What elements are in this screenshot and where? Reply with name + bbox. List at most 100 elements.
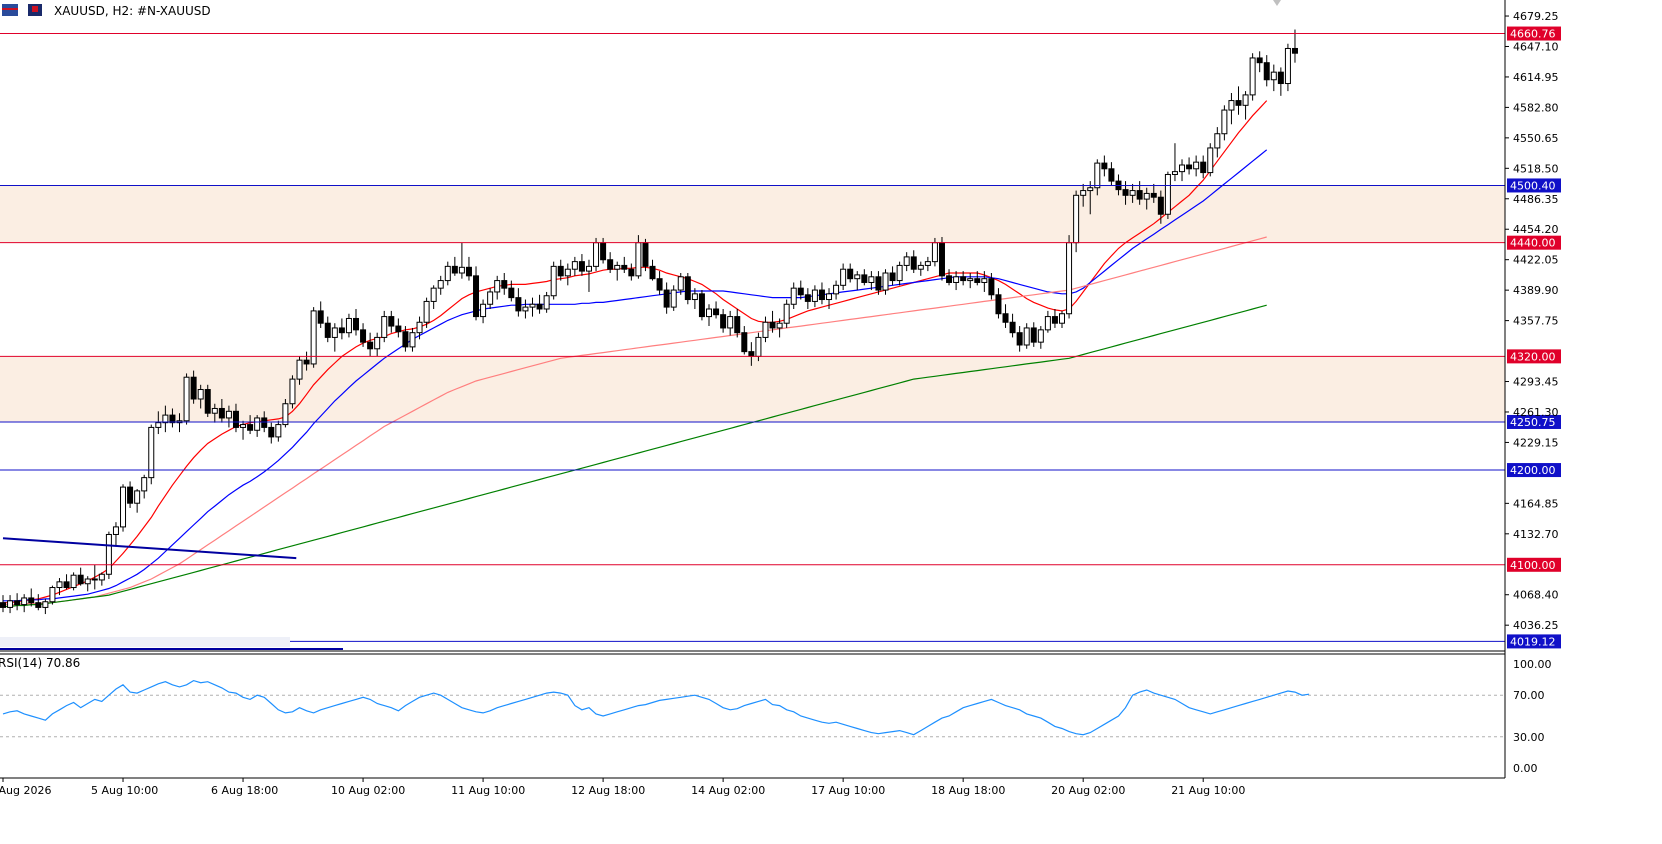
y-tick-label: 4550.65 bbox=[1513, 132, 1559, 145]
candle-body bbox=[1193, 161, 1200, 170]
zones-layer bbox=[0, 185, 1505, 422]
candle-body bbox=[847, 268, 854, 280]
trendline bbox=[2, 537, 297, 560]
x-tick-label: 18 Aug 18:00 bbox=[931, 784, 1005, 797]
candle-body bbox=[381, 316, 388, 338]
candle-body bbox=[868, 276, 875, 283]
y-tick-label: 4357.75 bbox=[1513, 315, 1559, 328]
candle-body bbox=[910, 256, 917, 270]
candle-body bbox=[331, 327, 338, 338]
candle-body bbox=[924, 261, 931, 266]
candle-body bbox=[42, 601, 49, 608]
candle-body bbox=[388, 316, 395, 327]
candle-body bbox=[49, 587, 56, 603]
candle-body bbox=[734, 316, 741, 334]
candle-body bbox=[1094, 162, 1101, 189]
y-tick-label: 4614.95 bbox=[1513, 71, 1559, 84]
candle-body bbox=[1186, 164, 1193, 170]
candle-body bbox=[120, 486, 127, 528]
candle-body bbox=[1256, 57, 1263, 64]
candle-body bbox=[917, 264, 924, 270]
candle-body bbox=[7, 600, 14, 608]
candle-body bbox=[861, 274, 868, 283]
x-tick-label: 10 Aug 02:00 bbox=[331, 784, 405, 797]
x-tick-label: 5 Aug 10:00 bbox=[91, 784, 158, 797]
levels-layer: 4660.76 4500.40 4440.00 4320.00 4250.75 4200.… bbox=[0, 26, 1561, 649]
candle-body bbox=[218, 407, 225, 419]
candle-body bbox=[282, 403, 289, 426]
price-level-label: 4440.00 bbox=[1510, 237, 1556, 250]
price-level-label: 4320.00 bbox=[1510, 350, 1556, 363]
price-level-label: 4250.75 bbox=[1510, 416, 1556, 429]
y-tick-label: 4164.85 bbox=[1513, 497, 1559, 510]
candle-body bbox=[882, 272, 889, 291]
candle-body bbox=[762, 321, 769, 338]
ma-long-line bbox=[3, 304, 1267, 608]
candle-body bbox=[995, 294, 1002, 315]
candle-body bbox=[974, 278, 981, 283]
candle-body bbox=[1284, 47, 1291, 85]
candle-body bbox=[748, 351, 755, 357]
candle-body bbox=[487, 291, 494, 305]
candle-body bbox=[56, 581, 63, 589]
scroll-shade bbox=[0, 637, 290, 647]
x-tick-label: 20 Aug 02:00 bbox=[1051, 784, 1125, 797]
candle-body bbox=[614, 264, 621, 270]
candle-body bbox=[1242, 94, 1249, 106]
candle-body bbox=[225, 410, 232, 419]
candle-body bbox=[804, 294, 811, 302]
candle-body bbox=[374, 336, 381, 350]
candle-body bbox=[677, 276, 684, 291]
moving-averages-layer bbox=[3, 100, 1268, 608]
candle-body bbox=[1087, 187, 1094, 192]
candle-body bbox=[197, 389, 204, 400]
candle-body bbox=[783, 303, 790, 324]
candle-body bbox=[960, 276, 967, 282]
candle-body bbox=[1059, 313, 1065, 324]
candle-body bbox=[303, 359, 310, 365]
x-tick-label: 4 Aug 2026 bbox=[0, 784, 51, 797]
y-tick-label: 4518.50 bbox=[1513, 162, 1559, 175]
candle-body bbox=[289, 378, 296, 405]
candle-body bbox=[931, 242, 938, 263]
price-level-tag bbox=[1507, 414, 1561, 429]
candle-body bbox=[790, 287, 797, 305]
candle-body bbox=[353, 317, 359, 331]
candle-body bbox=[211, 407, 218, 414]
candle-body bbox=[1249, 57, 1256, 96]
candle-body bbox=[1023, 327, 1030, 346]
candle-body bbox=[1157, 196, 1164, 215]
candle-body bbox=[826, 293, 833, 301]
candle-body bbox=[649, 265, 656, 280]
candle-body bbox=[240, 424, 247, 428]
trendline-layer bbox=[0, 537, 343, 650]
candle-body bbox=[967, 278, 974, 282]
candle-body bbox=[818, 289, 825, 301]
candle-body bbox=[635, 242, 642, 277]
candle-body bbox=[663, 289, 670, 308]
candle-body bbox=[444, 265, 451, 282]
candle-body bbox=[903, 256, 910, 266]
candle-body bbox=[1108, 168, 1115, 182]
y-tick-label: 4261.30 bbox=[1513, 406, 1559, 419]
candle-body bbox=[1200, 161, 1207, 174]
candle-body bbox=[148, 426, 155, 479]
price-level-label: 4019.12 bbox=[1510, 635, 1556, 648]
candle-body bbox=[508, 287, 515, 299]
candle-body bbox=[14, 600, 21, 606]
candle-body bbox=[437, 280, 444, 289]
candle-body bbox=[1136, 190, 1143, 200]
candle-body bbox=[1143, 192, 1150, 200]
candle-body bbox=[84, 578, 91, 585]
candle-body bbox=[395, 325, 402, 333]
candle-body bbox=[232, 410, 239, 428]
rsi-y-tick-label: 30.00 bbox=[1513, 731, 1545, 744]
candle-body bbox=[1263, 62, 1270, 81]
candle-body bbox=[811, 289, 818, 302]
candle-body bbox=[275, 424, 282, 438]
candle-body bbox=[1037, 329, 1044, 343]
candle-body bbox=[169, 414, 176, 424]
candle-body bbox=[310, 310, 317, 365]
candle-body bbox=[501, 280, 508, 289]
candle-body bbox=[360, 329, 367, 343]
